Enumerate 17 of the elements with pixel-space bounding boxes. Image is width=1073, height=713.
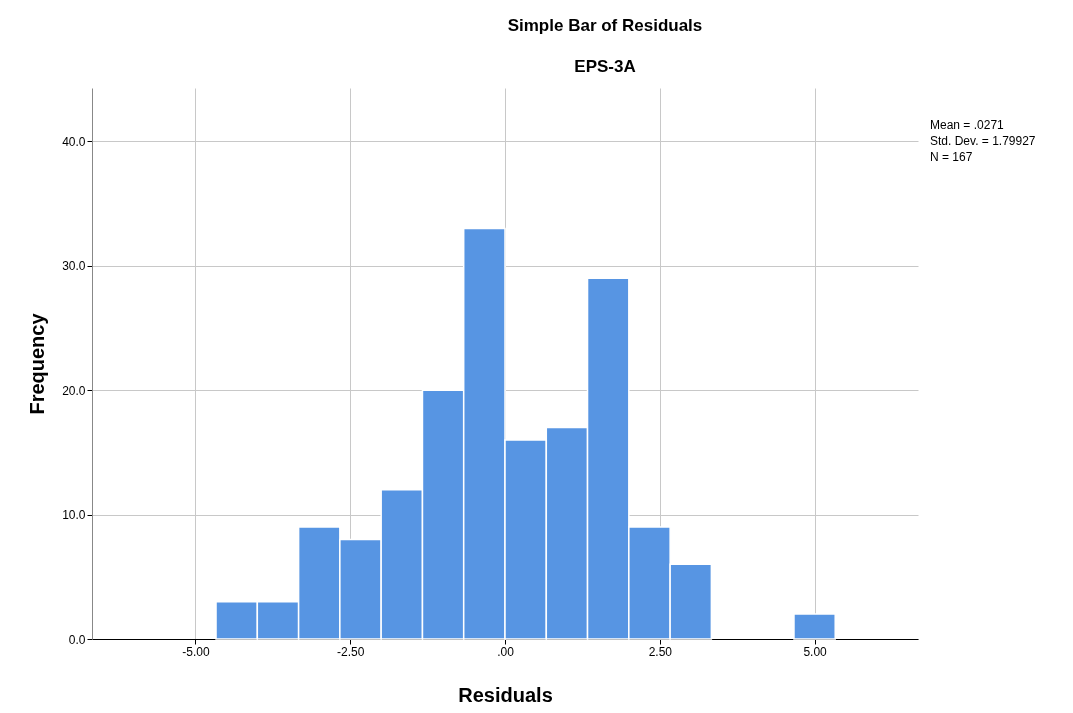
chart-subtitle: EPS-3A [574,57,636,76]
y-tick-label: 20.0 [62,383,86,398]
text: Mean = .0271 [930,118,1005,132]
x-axis-title: Residuals [458,683,553,706]
x-tick-label: 2.50 [648,644,673,659]
x-tick-label: -2.50 [337,644,365,659]
x-tick-label: -5.00 [182,644,210,659]
x-tick-label: 5.00 [803,644,828,659]
chart-title: Simple Bar of Residuals [507,16,703,35]
y-tick-label: 10.0 [62,508,86,523]
text: Std. Dev. = 1.79927 [930,134,1036,148]
y-axis-title: Frequency [26,312,49,415]
y-tick-label: 0.0 [68,632,86,647]
y-tick-label: 40.0 [62,134,86,149]
text: N = 167 [930,150,973,164]
x-tick-label: .00 [497,644,515,659]
y-tick-label: 30.0 [62,259,86,274]
